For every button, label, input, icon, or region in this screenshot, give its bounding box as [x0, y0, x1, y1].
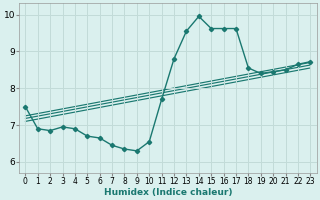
- X-axis label: Humidex (Indice chaleur): Humidex (Indice chaleur): [104, 188, 232, 197]
